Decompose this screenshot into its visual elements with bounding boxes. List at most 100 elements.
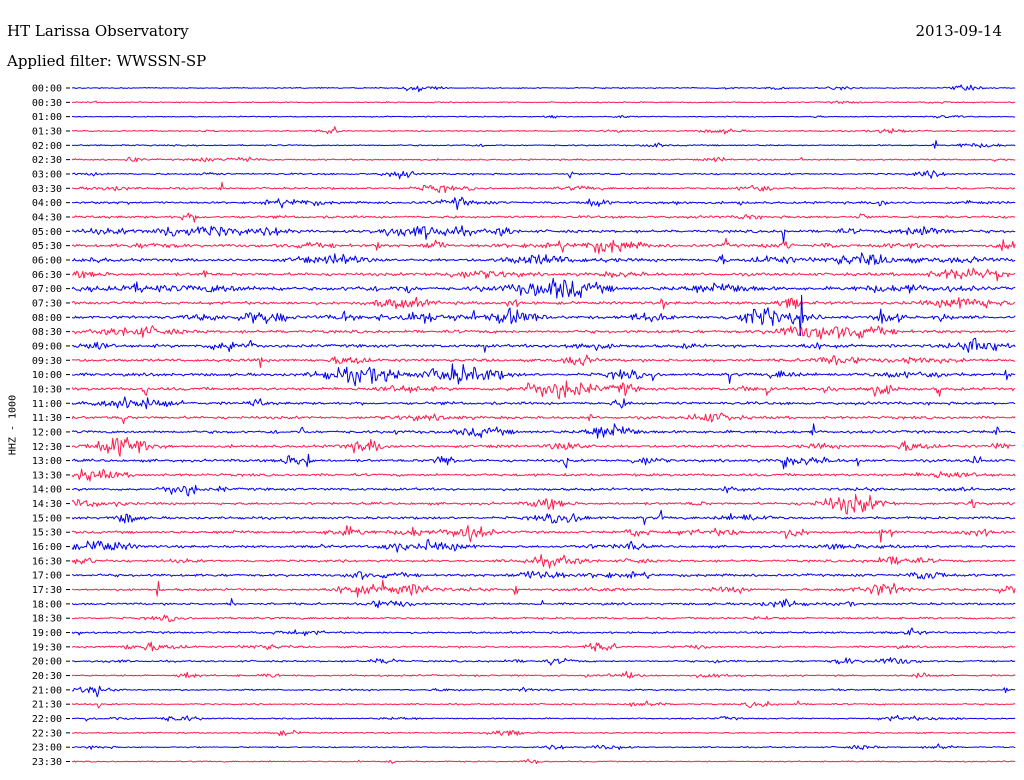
- seismic-trace: [71, 412, 1016, 425]
- seismic-trace: [71, 671, 1016, 679]
- seismic-trace: [71, 380, 1016, 400]
- time-tick-label: 08:00: [32, 313, 62, 324]
- seismic-trace: [71, 196, 1016, 211]
- plot-date: 2013-09-14: [915, 22, 1002, 40]
- time-tick-label: 09:30: [32, 356, 62, 367]
- seismic-trace: [71, 170, 1016, 180]
- time-tick-label: 18:00: [32, 599, 62, 610]
- seismic-trace: [71, 579, 1016, 598]
- time-tick-label: 21:00: [32, 685, 62, 696]
- time-tick-label: 21:30: [32, 700, 62, 711]
- seismic-trace: [72, 84, 1016, 93]
- seismic-trace: [72, 685, 1016, 698]
- seismic-trace: [72, 225, 1016, 244]
- seismic-trace: [71, 252, 1016, 266]
- time-tick-label: 20:00: [32, 657, 62, 668]
- time-tick-label: 04:30: [32, 212, 62, 223]
- seismic-trace: [71, 468, 1016, 482]
- time-tick-label: 07:30: [32, 298, 62, 309]
- time-tick-label: 11:30: [32, 413, 62, 424]
- time-tick-label: 12:00: [32, 427, 62, 438]
- seismic-trace: [71, 267, 1016, 282]
- seismic-trace: [71, 729, 1016, 737]
- time-tick-label: 01:00: [32, 112, 62, 123]
- seismic-trace: [71, 212, 1016, 223]
- seismic-trace: [71, 570, 1016, 580]
- time-tick-label: 00:30: [32, 98, 62, 109]
- time-tick-label: 00:00: [32, 84, 62, 95]
- seismic-trace: [71, 325, 1016, 340]
- time-tick-label: 14:00: [32, 485, 62, 496]
- time-tick-label: 06:00: [32, 255, 62, 266]
- time-tick-label: 01:30: [32, 126, 62, 137]
- seismic-trace: [71, 525, 1016, 543]
- seismic-trace: [71, 423, 1016, 439]
- time-tick-label: 13:00: [32, 456, 62, 467]
- time-tick-label: 09:00: [32, 341, 62, 352]
- time-tick-label: 15:00: [32, 513, 62, 524]
- seismic-trace: [71, 509, 1016, 526]
- seismic-trace: [71, 657, 1016, 666]
- seismic-trace: [71, 494, 1016, 515]
- time-tick-label: 17:00: [32, 571, 62, 582]
- seismic-trace: [71, 436, 1016, 457]
- seismic-trace: [71, 700, 1016, 709]
- seismic-trace: [71, 453, 1016, 470]
- seismic-trace: [71, 296, 1016, 310]
- seismic-trace: [71, 337, 1016, 353]
- time-tick-label: 10:30: [32, 384, 62, 395]
- seismic-trace: [71, 484, 1016, 497]
- time-tick-label: 05:00: [32, 227, 62, 238]
- time-tick-label: 18:30: [32, 614, 62, 625]
- station-title: HT Larissa Observatory: [7, 22, 189, 40]
- time-tick-label: 19:30: [32, 642, 62, 653]
- time-tick-label: 22:30: [32, 728, 62, 739]
- filter-label: Applied filter: WWSSN-SP: [7, 52, 207, 70]
- seismic-trace: [71, 277, 1016, 299]
- seismic-trace: [71, 538, 1016, 553]
- time-tick-label: 07:00: [32, 284, 62, 295]
- seismic-trace: [72, 181, 1016, 194]
- time-tick-label: 17:30: [32, 585, 62, 596]
- seismic-trace: [71, 641, 1016, 652]
- seismic-trace: [71, 554, 1016, 569]
- time-tick-label: 12:30: [32, 442, 62, 453]
- seismic-trace: [71, 156, 1016, 163]
- time-tick-label: 19:00: [32, 628, 62, 639]
- seismic-trace: [72, 114, 1016, 119]
- seismic-trace: [71, 758, 1016, 765]
- seismic-trace: [71, 396, 1016, 410]
- seismic-trace: [71, 294, 1016, 337]
- time-tick-label: 03:30: [32, 184, 62, 195]
- time-tick-label: 08:30: [32, 327, 62, 338]
- seismic-trace: [71, 743, 1016, 751]
- seismic-trace: [71, 627, 1016, 637]
- time-tick-label: 13:30: [32, 470, 62, 481]
- time-tick-label: 03:00: [32, 169, 62, 180]
- seismic-trace: [71, 363, 1016, 387]
- seismic-trace: [71, 598, 1016, 609]
- seismic-trace: [71, 614, 1016, 623]
- time-tick-label: 16:30: [32, 556, 62, 567]
- time-tick-label: 05:30: [32, 241, 62, 252]
- time-tick-label: 11:00: [32, 399, 62, 410]
- time-tick-label: 23:30: [32, 757, 62, 768]
- seismic-trace: [71, 714, 1016, 722]
- time-tick-label: 10:00: [32, 370, 62, 381]
- seismic-trace: [71, 237, 1016, 255]
- time-tick-label: 14:30: [32, 499, 62, 510]
- seismic-trace: [71, 100, 1016, 104]
- time-tick-label: 22:00: [32, 714, 62, 725]
- time-tick-label: 02:00: [32, 141, 62, 152]
- time-tick-label: 06:30: [32, 270, 62, 281]
- seismic-trace: [71, 354, 1016, 368]
- seismic-trace: [71, 126, 1016, 135]
- time-tick-label: 15:30: [32, 528, 62, 539]
- time-tick-label: 20:30: [32, 671, 62, 682]
- time-tick-label: 23:00: [32, 743, 62, 754]
- time-tick-label: 02:30: [32, 155, 62, 166]
- time-tick-label: 04:00: [32, 198, 62, 209]
- time-tick-label: 16:00: [32, 542, 62, 553]
